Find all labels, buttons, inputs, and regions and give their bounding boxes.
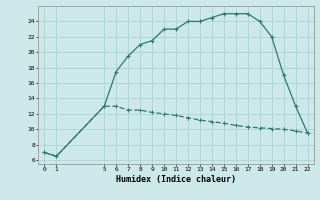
X-axis label: Humidex (Indice chaleur): Humidex (Indice chaleur) bbox=[116, 175, 236, 184]
